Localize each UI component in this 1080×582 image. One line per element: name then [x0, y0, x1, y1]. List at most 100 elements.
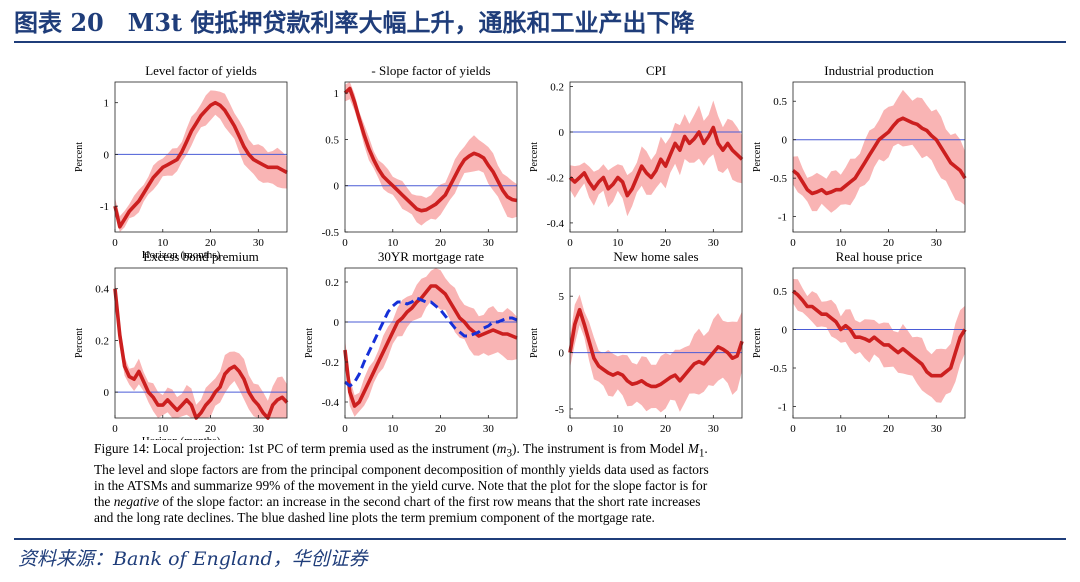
- y-tick-label: -1: [778, 212, 787, 224]
- confidence-band: [345, 82, 517, 226]
- x-tick-label: 20: [435, 423, 447, 435]
- confidence-band: [345, 268, 517, 417]
- confidence-band: [115, 90, 287, 233]
- y-axis-label: Percent: [529, 142, 540, 172]
- chart-title: New home sales: [613, 249, 698, 264]
- x-axis-label: Horizon (months): [142, 435, 221, 440]
- y-axis-label: Percent: [304, 328, 315, 358]
- y-axis-label: Percent: [752, 142, 763, 172]
- x-tick-label: 10: [835, 237, 847, 249]
- x-tick-label: 10: [612, 423, 624, 435]
- chart-panel: 0 10 20 30 -1 -0.5 0 0.5 Real house price Percent: [752, 249, 967, 435]
- axes-frame: [569, 267, 743, 419]
- x-tick-label: 30: [931, 237, 943, 249]
- y-tick-label: -0.2: [322, 357, 339, 369]
- x-tick-label: 0: [112, 423, 118, 435]
- x-tick-label: 0: [567, 237, 573, 249]
- x-tick-label: 20: [883, 423, 895, 435]
- y-tick-label: -0.5: [322, 227, 340, 239]
- chart-title: CPI: [646, 63, 666, 78]
- impulse-response-line: [791, 289, 967, 378]
- caption-line-3: in the ATSMs and summarize 99% of the mo…: [94, 477, 708, 493]
- caption-line-5: and the long rate declines. The blue das…: [94, 509, 655, 525]
- figure-title: 图表 20 M3t 使抵押贷款利率大幅上升，通胀和工业产出下降: [14, 8, 695, 37]
- impulse-response-line: [343, 284, 518, 408]
- y-tick-label: -0.5: [770, 173, 788, 185]
- confidence-band: [570, 294, 742, 413]
- x-tick-label: 30: [483, 423, 495, 435]
- caption-line-1: Figure 14: Local projection: 1st PC of t…: [94, 441, 708, 460]
- x-tick-label: 30: [931, 423, 943, 435]
- x-tick-label: 30: [253, 423, 264, 435]
- y-tick-label: -0.5: [770, 363, 788, 375]
- axes-frame: [792, 81, 966, 233]
- axes-frame: [792, 267, 966, 419]
- x-tick-label: 10: [157, 237, 169, 249]
- impulse-response-line: [113, 100, 288, 229]
- term-premium-line: [344, 296, 518, 388]
- chart-title: Level factor of yields: [145, 63, 257, 78]
- source-note: 资料来源：Bank of England，华创证券: [18, 548, 368, 570]
- x-tick-label: 30: [483, 237, 495, 249]
- confidence-band: [793, 89, 965, 213]
- figure-header: 图表 20 M3t 使抵押贷款利率大幅上升，通胀和工业产出下降: [14, 6, 1064, 40]
- x-tick-label: 10: [835, 423, 847, 435]
- figure-caption: Figure 14: Local projection: 1st PC of t…: [94, 441, 1044, 526]
- y-tick-label: 0.2: [325, 277, 339, 289]
- confidence-band: [115, 279, 287, 418]
- y-tick-label: 1: [334, 88, 340, 100]
- axes-frame: [114, 267, 288, 419]
- x-tick-label: 0: [112, 237, 118, 249]
- x-tick-label: 20: [660, 423, 672, 435]
- y-axis-label: Percent: [752, 328, 763, 358]
- impulse-response-line: [568, 307, 744, 389]
- x-tick-label: 20: [435, 237, 447, 249]
- y-tick-label: 0.5: [773, 96, 787, 108]
- x-tick-label: 10: [612, 237, 624, 249]
- y-tick-label: 0: [334, 181, 340, 193]
- chart-panel: 0 10 20 30 0 0.2 0.4 Excess bond premium Percent…: [74, 249, 289, 440]
- x-tick-label: 20: [660, 237, 672, 249]
- x-tick-label: 20: [883, 237, 895, 249]
- axes-frame: [344, 81, 518, 233]
- y-tick-label: -1: [100, 201, 109, 213]
- y-tick-label: 0: [782, 325, 788, 337]
- y-tick-label: 0.4: [95, 284, 109, 296]
- impulse-response-line: [113, 288, 289, 420]
- axes-frame: [569, 81, 743, 233]
- x-tick-label: 0: [790, 423, 796, 435]
- chart-title: 30YR mortgage rate: [378, 249, 484, 264]
- x-axis-label: Horizon (months): [142, 249, 221, 261]
- y-tick-label: -1: [778, 401, 787, 413]
- y-tick-label: 0: [782, 135, 788, 147]
- y-tick-label: 0: [104, 149, 110, 161]
- x-tick-label: 0: [790, 237, 796, 249]
- impulse-response-line: [791, 116, 967, 196]
- x-tick-label: 20: [205, 237, 217, 249]
- y-axis-label: Percent: [74, 328, 85, 358]
- caption-line-2: The level and slope factors are from the…: [94, 461, 709, 477]
- x-tick-label: 20: [205, 423, 217, 435]
- chart-panel: 0 10 20 30 -0.4 -0.2 0 0.2 CPI Percent: [529, 63, 744, 249]
- x-tick-label: 10: [157, 423, 169, 435]
- y-axis-label: Percent: [529, 328, 540, 358]
- chart-panel: 0 10 20 30-0.500.51- Slope factor of yields: [322, 63, 518, 249]
- x-tick-label: 30: [708, 423, 720, 435]
- chart-panel: 0 10 20 30 -1 -0.5 0 0.5 Industrial production Pe…: [752, 63, 967, 249]
- y-tick-label: 0: [559, 127, 565, 139]
- y-tick-label: 1: [104, 98, 110, 110]
- y-tick-label: -0.2: [547, 172, 564, 184]
- x-tick-label: 0: [342, 423, 348, 435]
- chart-title: - Slope factor of yields: [371, 63, 490, 78]
- y-tick-label: 0.2: [550, 82, 564, 94]
- x-tick-label: 30: [708, 237, 720, 249]
- y-tick-label: -5: [555, 404, 565, 416]
- y-tick-label: 0.2: [95, 335, 109, 347]
- x-tick-label: 0: [567, 423, 573, 435]
- y-tick-label: 0: [104, 387, 110, 399]
- chart-title: Excess bond premium: [143, 249, 259, 264]
- x-tick-label: 10: [387, 237, 399, 249]
- footer-rule: [14, 538, 1066, 540]
- x-tick-label: 10: [387, 423, 399, 435]
